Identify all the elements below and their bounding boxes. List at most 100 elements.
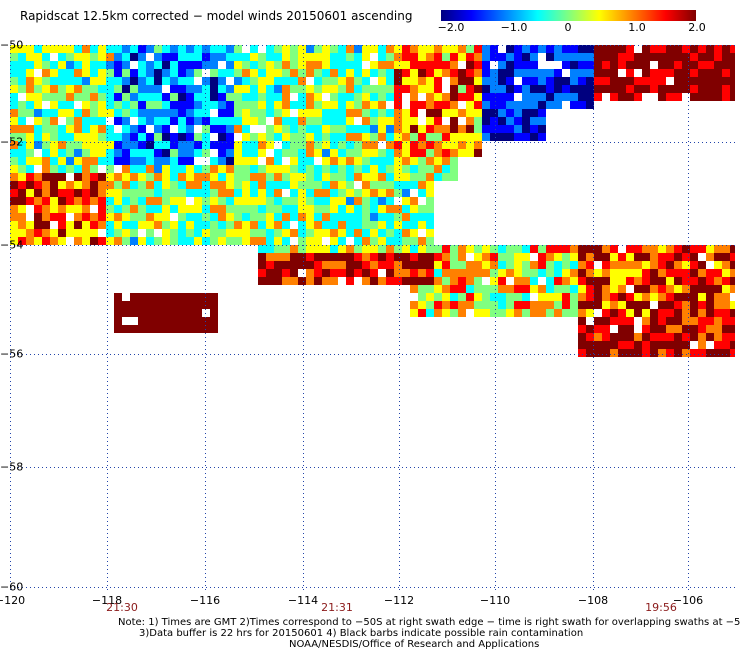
field-cell	[114, 317, 122, 325]
field-cell	[546, 301, 554, 309]
time-label-1956: 19:56	[645, 601, 677, 614]
field-cell	[546, 261, 554, 269]
field-cell	[66, 229, 74, 237]
field-cell	[162, 221, 170, 229]
field-cell	[450, 109, 458, 117]
field-cell	[714, 61, 722, 69]
field-cell	[10, 69, 18, 77]
field-cell	[330, 245, 338, 253]
field-cell	[170, 61, 178, 69]
field-cell	[418, 165, 426, 173]
field-cell	[266, 269, 274, 277]
field-cell	[330, 229, 338, 237]
field-cell	[170, 109, 178, 117]
field-cell	[394, 69, 402, 77]
field-cell	[74, 189, 82, 197]
field-cell	[394, 221, 402, 229]
field-cell	[306, 165, 314, 173]
field-cell	[482, 109, 490, 117]
field-cell	[402, 229, 410, 237]
field-cell	[546, 309, 554, 317]
field-cell	[546, 69, 554, 77]
field-cell	[690, 309, 698, 317]
field-cell	[610, 69, 618, 77]
field-cell	[122, 189, 130, 197]
field-cell	[58, 205, 66, 213]
field-cell	[362, 253, 370, 261]
field-cell	[714, 277, 722, 285]
field-cell	[370, 45, 378, 53]
field-cell	[410, 125, 418, 133]
field-cell	[274, 237, 282, 245]
field-cell	[138, 325, 146, 333]
field-cell	[626, 301, 634, 309]
field-cell	[426, 285, 434, 293]
field-cell	[610, 93, 618, 101]
field-cell	[650, 293, 658, 301]
field-cell	[170, 69, 178, 77]
field-cell	[426, 117, 434, 125]
field-cell	[210, 53, 218, 61]
field-cell	[690, 293, 698, 301]
field-cell	[546, 77, 554, 85]
field-cell	[194, 85, 202, 93]
field-cell	[186, 101, 194, 109]
field-cell	[282, 133, 290, 141]
field-cell	[34, 157, 42, 165]
field-cell	[282, 61, 290, 69]
field-cell	[338, 173, 346, 181]
field-cell	[490, 45, 498, 53]
field-cell	[274, 69, 282, 77]
field-cell	[10, 229, 18, 237]
field-cell	[106, 181, 114, 189]
field-cell	[138, 93, 146, 101]
field-cell	[258, 237, 266, 245]
field-cell	[586, 77, 594, 85]
field-cell	[178, 325, 186, 333]
field-cell	[450, 61, 458, 69]
field-cell	[194, 181, 202, 189]
field-cell	[178, 61, 186, 69]
field-cell	[218, 93, 226, 101]
field-cell	[234, 237, 242, 245]
field-cell	[402, 149, 410, 157]
field-cell	[450, 165, 458, 173]
field-cell	[522, 109, 530, 117]
field-cell	[154, 133, 162, 141]
field-cell	[186, 149, 194, 157]
field-cell	[322, 205, 330, 213]
field-cell	[90, 221, 98, 229]
field-cell	[490, 261, 498, 269]
field-cell	[386, 85, 394, 93]
field-cell	[394, 261, 402, 269]
field-cell	[170, 293, 178, 301]
field-cell	[362, 205, 370, 213]
field-cell	[90, 141, 98, 149]
field-cell	[482, 309, 490, 317]
field-cell	[394, 181, 402, 189]
field-cell	[482, 301, 490, 309]
field-cell	[538, 101, 546, 109]
field-cell	[90, 157, 98, 165]
field-cell	[154, 85, 162, 93]
field-cell	[434, 109, 442, 117]
field-cell	[346, 189, 354, 197]
field-cell	[82, 85, 90, 93]
field-cell	[306, 237, 314, 245]
field-cell	[170, 205, 178, 213]
field-cell	[490, 85, 498, 93]
field-cell	[242, 77, 250, 85]
field-cell	[370, 221, 378, 229]
field-cell	[114, 69, 122, 77]
field-cell	[442, 277, 450, 285]
field-cell	[90, 133, 98, 141]
field-cell	[658, 261, 666, 269]
field-cell	[74, 165, 82, 173]
field-cell	[402, 181, 410, 189]
field-cell	[658, 341, 666, 349]
field-cell	[570, 301, 578, 309]
field-cell	[386, 269, 394, 277]
field-cell	[74, 133, 82, 141]
field-cell	[66, 205, 74, 213]
field-cell	[538, 285, 546, 293]
